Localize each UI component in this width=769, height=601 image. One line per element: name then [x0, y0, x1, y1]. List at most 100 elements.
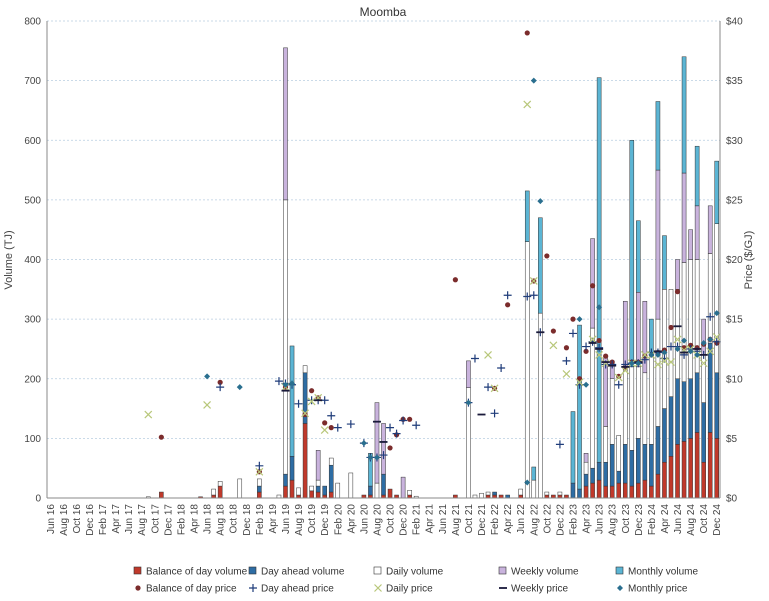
price-point [387, 445, 393, 451]
bar-segment [387, 488, 393, 499]
price-point [529, 291, 538, 300]
x-tick-label: Aug 22 [529, 504, 540, 536]
bar-segment [642, 479, 648, 499]
price-point [595, 343, 604, 352]
bar-segment [681, 56, 687, 174]
price-point [407, 416, 413, 422]
bar-segment [374, 402, 380, 484]
bar-segment [636, 220, 641, 293]
legend-marker [617, 585, 623, 591]
x-tick-label: Jun 19 [281, 504, 292, 534]
x-tick-label: Feb 22 [490, 504, 501, 536]
x-tick-label: Aug 17 [137, 504, 148, 536]
bar-segment [662, 408, 667, 463]
price-point [204, 373, 211, 380]
price-point [576, 316, 583, 323]
bar-segment [381, 473, 386, 496]
bar-segment [655, 318, 661, 427]
x-tick-label: Aug 16 [59, 504, 70, 536]
price-point [608, 360, 617, 369]
y2-tick-label: $5 [726, 434, 738, 445]
x-tick-label: Feb 19 [255, 504, 266, 536]
bar-segment [211, 488, 216, 496]
price-point [412, 421, 421, 430]
bar-segment [577, 324, 582, 490]
legend: Balance of day volume Day ahead volume Dai… [133, 567, 698, 595]
x-tick-label: Jun 21 [438, 504, 449, 534]
x-tick-label: Apr 18 [190, 504, 201, 534]
price-point [346, 420, 355, 429]
x-tick-label: Dec 19 [320, 504, 331, 536]
price-point [497, 364, 506, 373]
bar-segment [675, 289, 680, 379]
price-point [503, 291, 512, 300]
price-point [530, 77, 537, 84]
price-point [614, 380, 623, 389]
bar-segment [714, 372, 720, 439]
price-point [583, 348, 589, 354]
bar-segment [322, 485, 327, 496]
y2-tick-label: $20 [726, 255, 743, 266]
price-point [144, 410, 153, 419]
price-point [712, 333, 721, 341]
x-tick-label: Oct 18 [229, 504, 240, 534]
price-point [490, 384, 499, 393]
price-point [309, 388, 315, 394]
bar-segment [636, 366, 641, 439]
bar-segment [694, 372, 700, 433]
price-point [367, 454, 374, 461]
bar-segment [675, 259, 680, 290]
price-point [322, 420, 328, 426]
axes: 0 100 200 300 400 500 600 700 800 $0 $5 $10 $15 $20 $2… [24, 17, 743, 536]
y-axis-label: Volume (TJ) [3, 230, 15, 289]
price-point [289, 380, 296, 387]
x-tick-label: Apr 22 [503, 504, 514, 534]
price-point [694, 351, 701, 358]
x-tick-label: Feb 24 [647, 504, 658, 536]
price-point [700, 339, 707, 346]
bar-segment [642, 372, 648, 445]
x-tick-label: Feb 18 [176, 504, 187, 536]
price-point [640, 350, 649, 359]
bar-segment [309, 485, 314, 492]
price-point [550, 328, 556, 334]
y2-axis-label: Price ($/GJ) [743, 231, 755, 290]
bar-segment [688, 259, 693, 379]
bar-segment [616, 470, 621, 484]
x-tick-label: Jun 23 [595, 504, 606, 534]
bar-segment [479, 492, 484, 499]
price-point [255, 467, 264, 476]
bar-segment [596, 77, 602, 463]
price-point [490, 409, 499, 418]
legend-marker [135, 585, 141, 591]
bar-segment [237, 478, 243, 499]
bar-segment [348, 472, 354, 499]
price-point [158, 434, 164, 440]
bar-segment [289, 345, 295, 457]
price-point [555, 440, 564, 449]
bar-segment [603, 461, 608, 487]
bar-segment [577, 488, 582, 499]
y2-tick-label: $30 [726, 136, 743, 147]
price-point [529, 277, 538, 285]
bar-segment [688, 378, 693, 439]
bar-segment [629, 450, 635, 487]
bar-segment [315, 479, 321, 487]
bar-segment [368, 485, 373, 496]
y2-tick-label: $10 [726, 374, 743, 385]
x-tick-label: Jun 17 [124, 504, 135, 534]
bar-segment [688, 438, 693, 499]
x-tick-label: Jun 20 [359, 504, 370, 534]
x-tick-label: Dec 20 [399, 504, 410, 536]
bar-segment [622, 444, 628, 484]
x-tick-label: Apr 19 [268, 504, 279, 534]
y-tick-label: 0 [35, 494, 41, 505]
bar-segment [557, 491, 563, 496]
bar-segment [636, 438, 641, 484]
bar-segment [629, 485, 635, 499]
price-point [484, 350, 492, 359]
y-tick-label: 400 [24, 255, 41, 266]
bar-segment [622, 482, 628, 499]
price-point [706, 347, 715, 356]
bar-segment [609, 378, 615, 445]
